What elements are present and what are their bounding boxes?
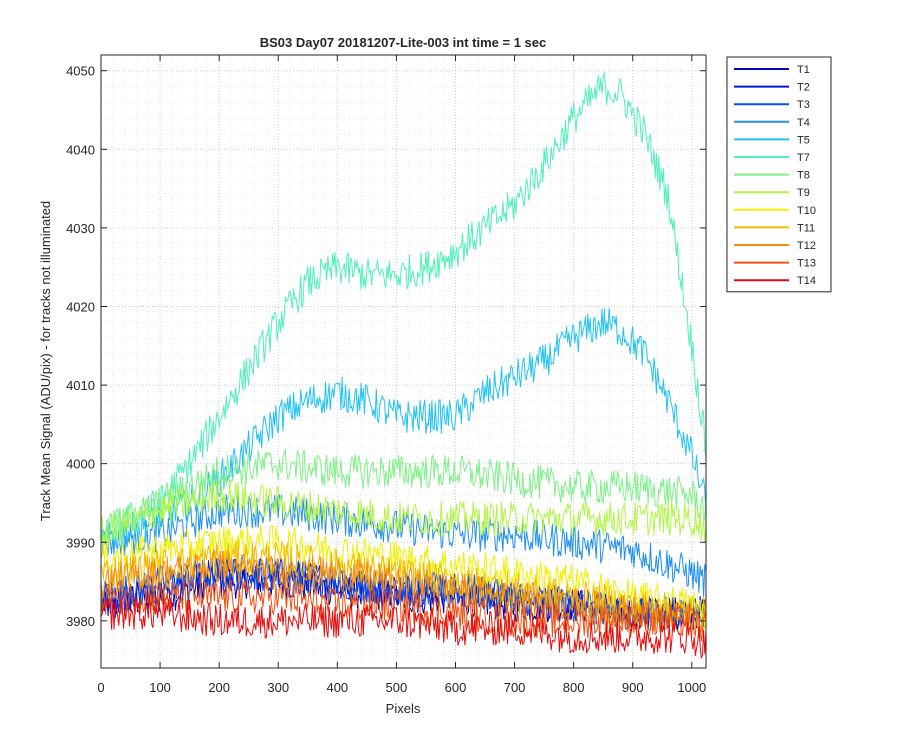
legend-label: T8 xyxy=(797,170,810,182)
legend-label: T9 xyxy=(797,187,810,199)
x-tick-label: 1000 xyxy=(677,680,706,695)
x-tick-label: 600 xyxy=(445,680,467,695)
y-tick-label: 3980 xyxy=(66,614,95,629)
x-tick-label: 300 xyxy=(267,680,289,695)
legend-label: T5 xyxy=(797,134,810,146)
x-tick-label: 900 xyxy=(622,680,644,695)
legend-label: T13 xyxy=(797,258,816,270)
x-axis-label: Pixels xyxy=(386,701,421,716)
series-group xyxy=(100,71,707,659)
y-tick-label: 4000 xyxy=(66,457,95,472)
legend-label: T2 xyxy=(797,82,810,94)
series-line-t9 xyxy=(100,480,707,548)
x-tick-label: 800 xyxy=(563,680,585,695)
legend-label: T4 xyxy=(797,117,810,129)
x-tick-label: 0 xyxy=(97,680,104,695)
y-tick-label: 4050 xyxy=(66,64,95,79)
grid xyxy=(100,54,706,668)
y-tick-label: 4040 xyxy=(66,142,95,157)
y-tick-label: 4030 xyxy=(66,221,95,236)
series-line-t11 xyxy=(100,540,707,630)
y-tick-label: 4010 xyxy=(66,378,95,393)
legend-label: T11 xyxy=(797,222,815,234)
x-tick-label: 700 xyxy=(504,680,526,695)
series-line-t13 xyxy=(100,579,707,642)
x-tick-label: 400 xyxy=(326,680,348,695)
series-line-t8 xyxy=(100,448,707,543)
x-tick-label: 500 xyxy=(386,680,408,695)
series-line-t7 xyxy=(100,71,707,544)
x-tick-label: 100 xyxy=(149,680,171,695)
legend-label: T10 xyxy=(797,205,816,217)
y-tick-label: 4020 xyxy=(66,299,95,314)
legend-label: T12 xyxy=(797,240,816,252)
legend-label: T7 xyxy=(797,152,810,164)
x-tick-label: 200 xyxy=(208,680,230,695)
series-line-t12 xyxy=(100,550,707,639)
axes-box xyxy=(100,54,707,669)
ticks: 0 100 200 300 400 500 600 700 800 900 1000 3980 3990… xyxy=(66,55,706,695)
chart-title: BS03 Day07 20181207-Lite-003 int time = … xyxy=(260,35,547,50)
y-axis-label: Track Mean Signal (ADU/pix) - for tracks… xyxy=(38,201,53,521)
series-line-t14 xyxy=(100,595,707,659)
legend-label: T14 xyxy=(797,275,816,287)
y-tick-label: 3990 xyxy=(66,535,95,550)
legend-label: T3 xyxy=(797,99,810,111)
legend: T1 T2 T3 T4 T5 T7 T8 T9 T10 T11 T12 T13 T14 xyxy=(726,56,832,293)
legend-label: T1 xyxy=(797,64,810,76)
